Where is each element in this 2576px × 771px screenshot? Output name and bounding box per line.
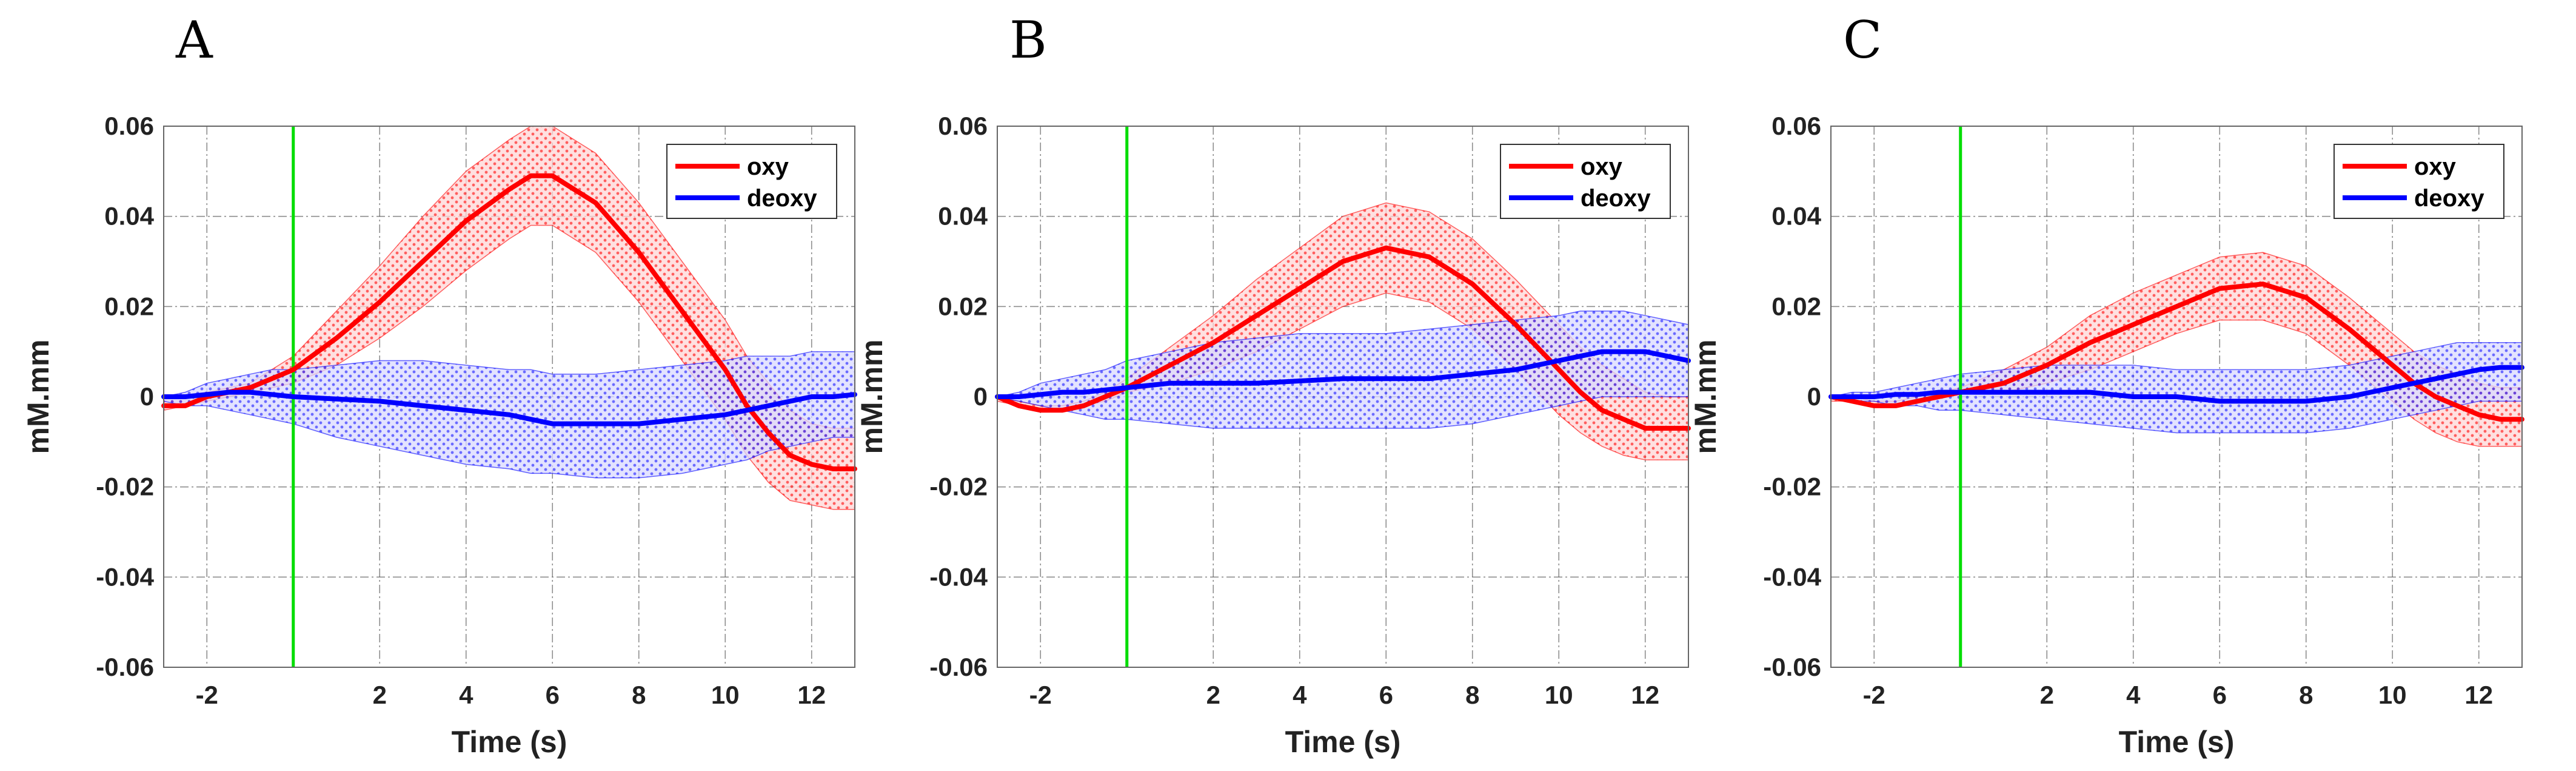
y-tick-label: -0.02 [929, 473, 988, 501]
legend-box [1500, 144, 1671, 219]
x-tick-label: -2 [1863, 681, 1885, 709]
chart-panel-b: B -0.06 -0.04 -0.02 0 0.02 0.04 0.06 -2 2 4 6 8 10 12 T… [855, 10, 1691, 759]
legend-label-oxy: oxy [2414, 153, 2457, 180]
oxy-series-line [1828, 281, 2524, 422]
legend-label-oxy: oxy [747, 153, 789, 180]
plot-frame [163, 126, 855, 668]
y-tick-label: 0.04 [938, 202, 988, 231]
panel-label: B [1009, 10, 1047, 70]
legend: oxy deoxy [666, 144, 837, 219]
deoxy-series-line [1828, 365, 2524, 404]
legend-label-deoxy: deoxy [1581, 185, 1651, 212]
legend: oxy deoxy [2333, 144, 2504, 219]
x-tick-label: 12 [797, 681, 826, 709]
y-tick-label: 0 [140, 382, 154, 411]
plot-frame [997, 126, 1689, 668]
chart-panel-c: C -0.06 -0.04 -0.02 0 0.02 0.04 0.06 -2 2 4 6 8 10 12 T… [1688, 10, 2524, 759]
x-tick-label: 6 [1379, 681, 1393, 709]
y-tick-label: 0.02 [1771, 292, 1821, 320]
y-tick-label: -0.02 [1763, 473, 1821, 501]
x-axis-title: Time (s) [452, 725, 567, 759]
x-tick-label: 8 [2299, 681, 2313, 709]
x-tick-label: 8 [1465, 681, 1479, 709]
y-tick-label: -0.04 [96, 562, 154, 591]
x-tick-label: 4 [1293, 681, 1307, 709]
legend-label-oxy: oxy [1581, 153, 1623, 180]
y-tick-label: -0.04 [929, 562, 988, 591]
x-tick-label: -2 [196, 681, 218, 709]
x-tick-label: 10 [711, 681, 740, 709]
y-tick-label: 0 [1807, 382, 1821, 411]
oxy-series-line [995, 245, 1691, 431]
y-tick-label: 0.06 [104, 112, 154, 140]
x-tick-label: 6 [2213, 681, 2227, 709]
legend-label-deoxy: deoxy [747, 185, 817, 212]
panel-label: A [175, 10, 213, 70]
y-tick-label: -0.04 [1763, 562, 1821, 591]
y-axis-title: mM.mm [855, 340, 889, 454]
x-tick-label: 8 [632, 681, 646, 709]
x-tick-label: 12 [2464, 681, 2493, 709]
deoxy-series-line [995, 349, 1691, 399]
x-tick-label: 2 [2040, 681, 2054, 709]
x-tick-label: 12 [1631, 681, 1659, 709]
oxy-series-line [161, 173, 857, 471]
x-tick-label: 4 [2126, 681, 2141, 709]
legend-box [2333, 144, 2504, 219]
y-axis-title: mM.mm [1688, 340, 1722, 454]
legend-label-deoxy: deoxy [2414, 185, 2484, 212]
panel-label: C [1843, 10, 1882, 70]
plot-frame [1830, 126, 2523, 668]
x-axis-title: Time (s) [1285, 725, 1401, 759]
chart-panel-a: A -0.06 -0.04 -0.02 0 0.02 0.04 0.06 -2 2 4 6 8 10 12 T… [21, 10, 857, 759]
y-tick-label: 0 [974, 382, 988, 411]
y-tick-label: 0.04 [1771, 202, 1821, 231]
legend: oxy deoxy [1500, 144, 1671, 219]
x-tick-label: 2 [373, 681, 387, 709]
x-tick-label: 10 [2378, 681, 2407, 709]
y-tick-label: 0.06 [1771, 112, 1821, 140]
x-tick-label: 2 [1206, 681, 1220, 709]
y-tick-label: -0.06 [1763, 653, 1821, 681]
y-tick-label: -0.02 [96, 473, 154, 501]
deoxy-series-line [161, 389, 857, 426]
x-tick-label: 10 [1545, 681, 1573, 709]
x-axis-title: Time (s) [2119, 725, 2235, 759]
y-tick-label: -0.06 [96, 653, 154, 681]
x-tick-label: 4 [459, 681, 473, 709]
legend-box [666, 144, 837, 219]
x-tick-label: -2 [1029, 681, 1052, 709]
y-tick-label: 0.02 [938, 292, 988, 320]
y-axis-title: mM.mm [21, 340, 55, 454]
y-tick-label: -0.06 [929, 653, 988, 681]
x-tick-label: 6 [546, 681, 560, 709]
y-tick-label: 0.06 [938, 112, 988, 140]
y-tick-label: 0.02 [104, 292, 154, 320]
y-tick-label: 0.04 [104, 202, 154, 231]
